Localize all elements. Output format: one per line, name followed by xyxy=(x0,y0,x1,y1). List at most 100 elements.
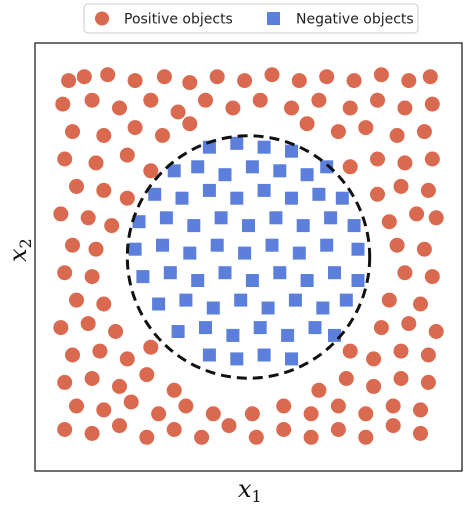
positive-point xyxy=(53,206,69,222)
positive-point xyxy=(182,116,198,132)
positive-point xyxy=(69,398,84,414)
positive-point xyxy=(284,100,299,116)
positive-point xyxy=(221,418,237,434)
positive-point xyxy=(393,371,409,386)
positive-point xyxy=(55,96,71,112)
positive-point xyxy=(401,73,417,89)
positive-point xyxy=(205,406,221,422)
negative-point xyxy=(234,293,248,307)
positive-point xyxy=(155,128,170,143)
positive-point xyxy=(424,269,440,285)
positive-point xyxy=(53,320,69,336)
negative-point xyxy=(281,328,295,342)
positive-point xyxy=(401,316,417,332)
positive-point xyxy=(143,92,159,108)
positive-point xyxy=(225,100,241,116)
positive-point xyxy=(373,320,389,336)
negative-point xyxy=(191,274,205,287)
positive-point xyxy=(92,343,108,359)
positive-point xyxy=(57,265,73,281)
positive-point xyxy=(373,67,389,83)
negative-point xyxy=(128,242,142,256)
positive-point xyxy=(252,92,268,108)
negative-point xyxy=(316,301,330,315)
positive-point xyxy=(139,429,155,445)
positive-point xyxy=(69,178,84,194)
negative-point xyxy=(191,160,205,174)
negative-point xyxy=(202,183,216,197)
negative-point xyxy=(288,293,302,307)
negative-point xyxy=(245,274,259,287)
positive-point xyxy=(299,116,315,132)
legend-marker-negative xyxy=(267,12,280,25)
negative-point xyxy=(167,164,181,178)
positive-point xyxy=(57,151,73,167)
positive-point xyxy=(100,67,116,83)
positive-point xyxy=(428,210,444,226)
positive-point xyxy=(416,124,432,140)
negative-point xyxy=(269,211,283,225)
positive-point xyxy=(389,128,405,143)
positive-point xyxy=(96,296,112,312)
positive-point xyxy=(370,151,385,167)
negative-point xyxy=(300,274,314,287)
positive-point xyxy=(342,159,358,175)
legend-box xyxy=(83,3,419,34)
negative-point xyxy=(214,211,228,225)
positive-point xyxy=(422,69,438,85)
positive-point xyxy=(104,218,120,234)
negative-point xyxy=(292,246,306,260)
negative-point xyxy=(273,164,287,178)
positive-point xyxy=(358,406,374,422)
positive-point xyxy=(139,367,155,383)
negative-point xyxy=(218,266,232,280)
negative-point xyxy=(265,238,279,252)
positive-point xyxy=(413,402,428,418)
negative-point xyxy=(132,215,146,229)
negative-point xyxy=(351,274,365,287)
positive-point xyxy=(346,73,362,89)
positive-point xyxy=(385,398,401,414)
positive-point xyxy=(303,406,319,422)
positive-point xyxy=(311,92,327,108)
negative-point xyxy=(202,348,216,362)
negative-point xyxy=(320,238,334,252)
positive-point xyxy=(143,163,159,179)
negative-point xyxy=(152,297,166,311)
y-axis-label-main: x xyxy=(4,248,32,262)
positive-point xyxy=(127,73,143,89)
x-axis-label-main: x xyxy=(238,475,252,503)
positive-point xyxy=(80,316,96,332)
legend-label-negative: Negative objects xyxy=(296,12,414,28)
positive-point xyxy=(170,104,186,120)
positive-point xyxy=(366,378,382,394)
positive-point xyxy=(65,237,80,253)
positive-point xyxy=(397,265,413,281)
negative-point xyxy=(308,321,322,335)
positive-point xyxy=(182,75,198,91)
plot-frame xyxy=(34,42,463,472)
legend: Positive objects Negative objects xyxy=(83,3,419,34)
y-axis-label: x2 xyxy=(4,238,35,262)
negative-point xyxy=(230,191,244,205)
negative-point xyxy=(257,183,271,197)
negative-point xyxy=(199,321,212,335)
positive-point xyxy=(416,241,432,257)
positive-point xyxy=(88,241,104,257)
positive-point xyxy=(65,124,80,140)
negative-point xyxy=(257,348,271,362)
positive-point xyxy=(366,351,382,367)
positive-point xyxy=(330,398,346,414)
negative-point xyxy=(156,238,169,252)
positive-point xyxy=(65,347,80,363)
negative-point xyxy=(187,219,201,233)
negative-point xyxy=(202,140,216,154)
positive-point xyxy=(96,402,112,418)
positive-point xyxy=(80,210,96,226)
positive-point xyxy=(303,429,319,445)
positive-point xyxy=(393,178,409,194)
x-axis-label-subscript: 1 xyxy=(252,487,262,506)
negative-point xyxy=(324,211,338,225)
positive-point xyxy=(119,147,135,163)
negative-point xyxy=(175,191,189,205)
